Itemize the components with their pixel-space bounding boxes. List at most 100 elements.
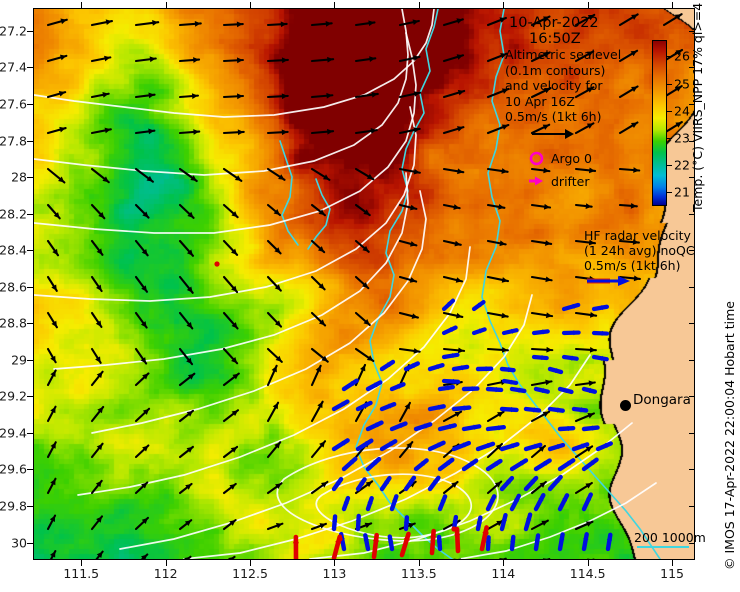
- latitude-tick-mark-right: [689, 177, 695, 179]
- latitude-tick-label-14: 30: [11, 535, 27, 551]
- latitude-tick-label-0: 27.2: [0, 23, 27, 39]
- longitude-tick-mark: [587, 560, 589, 566]
- title-line-5: 0.5m/s (1kt 6h): [505, 109, 602, 124]
- colorbar-tick-mark: [667, 83, 672, 85]
- longitude-tick-label-2: 112.5: [232, 566, 268, 581]
- title-annotation-block: 10-Apr-2022 16:50Z Altimetric sealevel (…: [505, 15, 622, 190]
- bathymetry-line-icon: [637, 546, 689, 548]
- city-label-dongara: Dongara: [633, 392, 691, 408]
- latitude-tick-mark: [27, 469, 33, 471]
- latitude-tick-mark-right: [689, 469, 695, 471]
- latitude-tick-mark-right: [689, 30, 695, 32]
- magenta-arrow-icon: [529, 176, 543, 186]
- latitude-tick-mark-right: [689, 140, 695, 142]
- latitude-tick-label-2: 27.6: [0, 96, 27, 112]
- latitude-tick-mark-right: [689, 250, 695, 252]
- drifter-legend-label: drifter: [551, 173, 590, 189]
- map-time: 16:50Z: [529, 30, 581, 47]
- longitude-tick-label-6: 114.5: [569, 566, 606, 581]
- longitude-tick-mark-top: [587, 2, 589, 8]
- longitude-tick-label-4: 113.5: [400, 566, 437, 581]
- latitude-tick-mark: [27, 250, 33, 252]
- title-line-3: and velocity for: [505, 78, 603, 93]
- latitude-tick-label-10: 29.2: [0, 388, 27, 404]
- latitude-tick-mark: [27, 30, 33, 32]
- altimetric-velocity-arrows: [46, 13, 684, 559]
- colorbar-tick-label-0: 26: [674, 48, 690, 64]
- latitude-tick-mark: [27, 140, 33, 142]
- colorbar-tick-label-2: 24: [674, 103, 690, 119]
- imos-credit: © IMOS 17-Apr-2022 22:00:04 Hobart time: [722, 301, 737, 570]
- magenta-circle-icon: [529, 151, 544, 166]
- latitude-tick-label-13: 29.8: [0, 498, 27, 514]
- latitude-tick-mark: [27, 396, 33, 398]
- longitude-tick-mark: [81, 560, 83, 566]
- latitude-tick-mark: [27, 213, 33, 215]
- longitude-tick-mark: [165, 560, 167, 566]
- longitude-axis: 111.5 112 112.5 113 113.5 114 114.5 115: [0, 560, 740, 592]
- title-line-1: Altimetric sealevel: [505, 47, 622, 62]
- longitude-tick-mark: [503, 560, 505, 566]
- latitude-tick-mark-right: [689, 286, 695, 288]
- latitude-tick-mark-right: [689, 323, 695, 325]
- latitude-tick-label-7: 28.6: [0, 279, 27, 295]
- latitude-tick-mark: [27, 104, 33, 106]
- longitude-tick-label-3: 113: [322, 566, 347, 581]
- latitude-tick-mark-right: [689, 213, 695, 215]
- latitude-tick-mark-right: [689, 542, 695, 544]
- latitude-tick-mark: [27, 323, 33, 325]
- blue-arrow-icon: [587, 276, 630, 286]
- map-date: 10-Apr-2022: [509, 15, 599, 31]
- hf-radar-annotation-block: HF radar velocity (1 24h avg) noQC 0.5m/…: [584, 228, 695, 291]
- longitude-tick-mark-top: [672, 2, 674, 8]
- latitude-tick-mark: [27, 67, 33, 69]
- latitude-tick-mark: [27, 286, 33, 288]
- latitude-tick-mark: [27, 177, 33, 179]
- longitude-tick-mark: [672, 560, 674, 566]
- latitude-tick-mark-right: [689, 432, 695, 434]
- title-line-4: 10 Apr 16Z: [505, 93, 575, 109]
- colorbar-tick-mark: [667, 137, 672, 139]
- colorbar-tick-mark: [667, 192, 672, 194]
- longitude-tick-mark-top: [165, 2, 167, 8]
- longitude-tick-mark: [250, 560, 252, 566]
- latitude-tick-label-6: 28.4: [0, 242, 27, 258]
- legend-row-drifter: drifter: [529, 174, 621, 190]
- latitude-tick-mark: [27, 542, 33, 544]
- temperature-colorbar: [652, 40, 667, 206]
- longitude-tick-mark-top: [418, 2, 420, 8]
- longitude-tick-mark-top: [81, 2, 83, 8]
- title-line-2: (0.1m contours): [505, 62, 606, 78]
- legend-row-argo: Argo 0: [529, 151, 621, 167]
- longitude-tick-label-7: 115: [660, 566, 684, 581]
- latitude-tick-label-1: 27.4: [0, 59, 27, 75]
- longitude-tick-label-5: 114: [491, 566, 516, 581]
- latitude-tick-mark-right: [689, 506, 695, 507]
- colorbar-tick-mark: [667, 165, 672, 167]
- colorbar-tick-label-5: 21: [674, 184, 690, 200]
- latitude-tick-mark: [27, 359, 33, 361]
- hf-radar-line-2: (1 24h avg) noQC: [584, 243, 695, 258]
- latitude-tick-label-3: 27.8: [0, 133, 27, 149]
- latitude-tick-label-8: 28.8: [0, 315, 27, 331]
- longitude-tick-label-0: 111.5: [63, 566, 100, 581]
- colorbar-tick-label-3: 23: [674, 130, 690, 146]
- colorbar-tick-mark: [667, 56, 672, 58]
- argo-legend-label: Argo 0: [551, 151, 592, 166]
- hf-radar-line-1: HF radar velocity: [584, 228, 691, 243]
- latitude-tick-mark-right: [689, 104, 695, 106]
- latitude-tick-label-4: 28: [11, 169, 27, 185]
- latitude-tick-label-5: 28.2: [0, 206, 27, 222]
- longitude-tick-mark-top: [503, 2, 505, 8]
- longitude-tick-mark-top: [250, 2, 252, 8]
- longitude-tick-mark-top: [334, 2, 336, 8]
- longitude-tick-mark: [334, 560, 336, 566]
- latitude-tick-label-9: 29: [11, 352, 27, 368]
- colorbar-tick-mark: [667, 110, 672, 112]
- longitude-tick-mark: [418, 560, 420, 566]
- latitude-tick-mark: [27, 432, 33, 434]
- colorbar-tick-label-1: 25: [674, 76, 690, 92]
- map-plot-area[interactable]: [33, 8, 695, 560]
- drifter-marks: [214, 261, 489, 542]
